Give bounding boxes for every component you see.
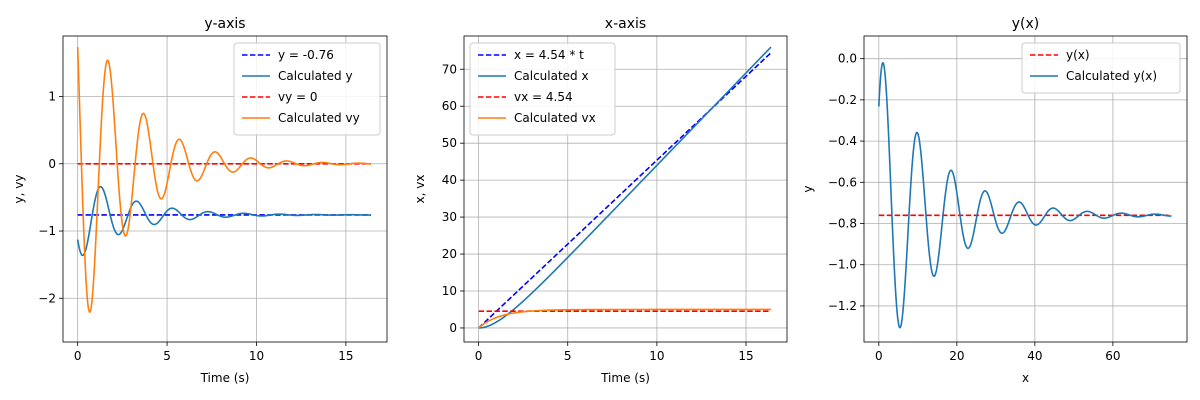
- y-tick-label: 10: [442, 284, 457, 298]
- legend-entry: Calculated vx: [514, 111, 596, 125]
- legend-entry: Calculated y(x): [1066, 69, 1157, 83]
- legend-entry: y = -0.76: [278, 48, 334, 62]
- panel-y-axis: 0 5 10 15 −2 −1 0 1 y-axis Time (s) y, vy y = -0.76…: [12, 16, 388, 385]
- legend: x = 4.54 * t Calculated x vx = 4.54 Calcula…: [469, 42, 616, 136]
- y-axis-label: y, vy: [12, 175, 26, 204]
- y-tick-label: −2: [38, 291, 56, 305]
- panel-x-axis: 0 5 10 15 0 10 20 30 40 50 60 70 x-axis Time (s) x, vx…: [413, 16, 788, 385]
- panel-y-of-x: 0 20 40 60 −1.2 −1.0 −0.8 −0.6 −0.4 −0.2 0.0 y(x) x y…: [801, 16, 1188, 385]
- y-tick-label: −0.4: [828, 134, 857, 148]
- y-tick-label: −1.2: [828, 299, 857, 313]
- y-tick-label: 60: [442, 99, 457, 113]
- y-tick-label: 0: [48, 157, 56, 171]
- series-line-calculated-x: [478, 46, 772, 329]
- plot-frame: [463, 35, 788, 343]
- y-tick-label: 0.0: [838, 52, 857, 66]
- series-line-calculated-vy: [76, 46, 371, 314]
- x-tick-label: 0: [74, 349, 82, 363]
- legend-entry: vx = 4.54: [514, 90, 573, 104]
- series-line-calculated-y-x-: [878, 61, 1172, 329]
- x-tick-label: 0: [475, 349, 483, 363]
- y-tick-label: 40: [442, 173, 457, 187]
- legend-entry: Calculated vy: [278, 111, 360, 125]
- x-tick-label: 15: [338, 349, 353, 363]
- x-axis-label: x: [1022, 371, 1029, 385]
- y-tick-label: −0.8: [828, 217, 857, 231]
- legend-entry: y(x): [1066, 48, 1090, 62]
- series-line-calculated-vx: [478, 308, 771, 329]
- legend-entry: Calculated y: [278, 69, 353, 83]
- y-tick-label: 50: [442, 136, 457, 150]
- legend-entry: Calculated x: [514, 69, 589, 83]
- y-tick-label: 20: [442, 247, 457, 261]
- x-tick-label: 5: [163, 349, 171, 363]
- x-tick-label: 10: [649, 349, 664, 363]
- x-axis-label: Time (s): [200, 371, 250, 385]
- y-axis-label: x, vx: [413, 175, 427, 204]
- x-tick-label: 20: [949, 349, 964, 363]
- x-tick-label: 0: [875, 349, 883, 363]
- y-axis-label: y: [801, 185, 815, 192]
- y-tick-label: −0.2: [828, 93, 857, 107]
- x-tick-label: 5: [564, 349, 572, 363]
- plot-frame: [863, 35, 1188, 343]
- series-line-calculated-y: [76, 185, 371, 257]
- x-axis-label: Time (s): [600, 371, 650, 385]
- x-tick-label: 15: [738, 349, 753, 363]
- legend-entry: x = 4.54 * t: [514, 48, 584, 62]
- x-tick-label: 60: [1105, 349, 1120, 363]
- y-tick-label: 1: [48, 90, 56, 104]
- y-tick-label: −0.6: [828, 175, 857, 189]
- y-tick-label: 70: [442, 62, 457, 76]
- plot-title: y-axis: [204, 16, 245, 32]
- y-tick-label: −1: [38, 224, 56, 238]
- plot-title: x-axis: [605, 16, 646, 32]
- legend-entry: vy = 0: [278, 90, 318, 104]
- y-tick-label: 0: [449, 321, 457, 335]
- y-tick-label: 30: [442, 210, 457, 224]
- x-tick-label: 40: [1027, 349, 1042, 363]
- legend: y(x) Calculated y(x): [1021, 42, 1181, 94]
- x-tick-label: 10: [249, 349, 264, 363]
- legend: y = -0.76 Calculated y vy = 0 Calculated vy: [233, 42, 381, 136]
- y-tick-label: −1.0: [828, 258, 857, 272]
- plot-title: y(x): [1012, 16, 1040, 32]
- plot-frame: [62, 35, 388, 343]
